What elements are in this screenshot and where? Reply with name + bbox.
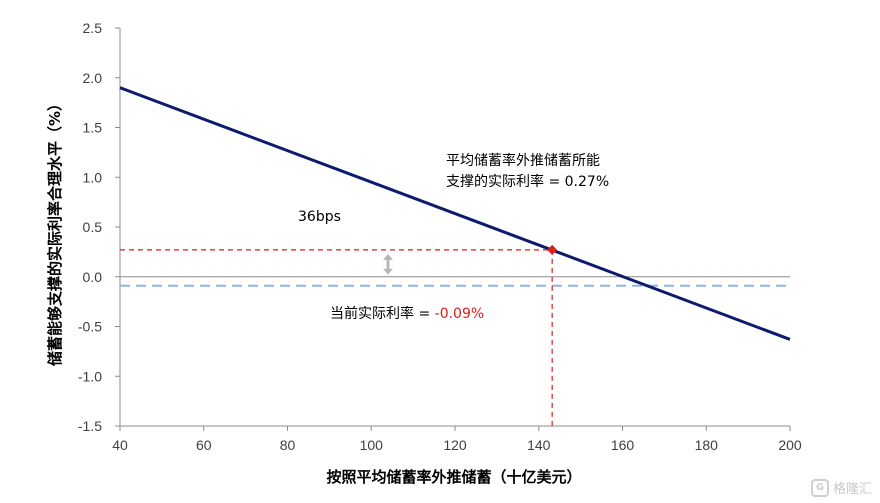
watermark-text: 格隆汇 — [832, 482, 872, 497]
y-tick-label: -1.0 — [78, 368, 102, 384]
x-axis-title: 按照平均储蓄率外推储蓄（十亿美元） — [326, 468, 581, 486]
y-axis-title: 储蓄能够支撑的实际利率合理水平（%） — [46, 96, 64, 366]
y-tick-label: -0.5 — [78, 319, 102, 335]
y-tick-label: 2.0 — [83, 70, 103, 86]
intersection-marker — [547, 244, 558, 255]
y-tick-label: 1.0 — [83, 169, 103, 185]
avg-rate-annotation-value: 0.27% — [565, 174, 609, 190]
current-rate-label: 当前实际利率 = — [330, 305, 435, 322]
watermark-logo-icon: G — [810, 478, 829, 497]
y-tick-label: 0.0 — [83, 269, 103, 285]
x-tick-label: 140 — [527, 437, 551, 453]
bps-annotation: 36bps — [298, 209, 341, 225]
reference-lines — [120, 249, 790, 426]
avg-rate-annotation-line1: 平均储蓄率外推储蓄所能 — [446, 152, 600, 169]
series-line — [119, 86, 791, 341]
current-rate-annotation: 当前实际利率 = -0.09% — [330, 305, 484, 322]
bps-arrow-head-down — [383, 268, 393, 275]
watermark: G 格隆汇 — [810, 478, 872, 497]
avg-rate-annotation-line2: 支撑的实际利率 = 0.27% — [446, 173, 609, 190]
x-tick-label: 120 — [443, 437, 467, 453]
y-axis: 2.5 2.0 1.5 1.0 0.5 0.0 -0.5 -1.0 -1.5 — [78, 20, 121, 434]
current-rate-value: -0.09% — [435, 306, 485, 322]
avg-rate-annotation-label: 支撑的实际利率 = — [446, 173, 565, 190]
x-tick-label: 100 — [360, 437, 384, 453]
x-tick-label: 80 — [280, 437, 296, 453]
x-tick-label: 60 — [196, 437, 212, 453]
y-tick-label: 1.5 — [83, 120, 103, 136]
x-tick-label: 180 — [695, 437, 719, 453]
y-tick-label: -1.5 — [78, 418, 102, 434]
x-axis: 40 60 80 100 120 140 160 180 200 — [112, 425, 802, 453]
x-tick-label: 160 — [611, 437, 635, 453]
series-group — [119, 86, 791, 341]
x-tick-label: 40 — [112, 437, 128, 453]
bps-arrow-head-up — [383, 253, 393, 260]
x-tick-label: 200 — [778, 437, 802, 453]
y-tick-label: 0.5 — [83, 219, 103, 235]
y-tick-label: 2.5 — [83, 20, 103, 36]
